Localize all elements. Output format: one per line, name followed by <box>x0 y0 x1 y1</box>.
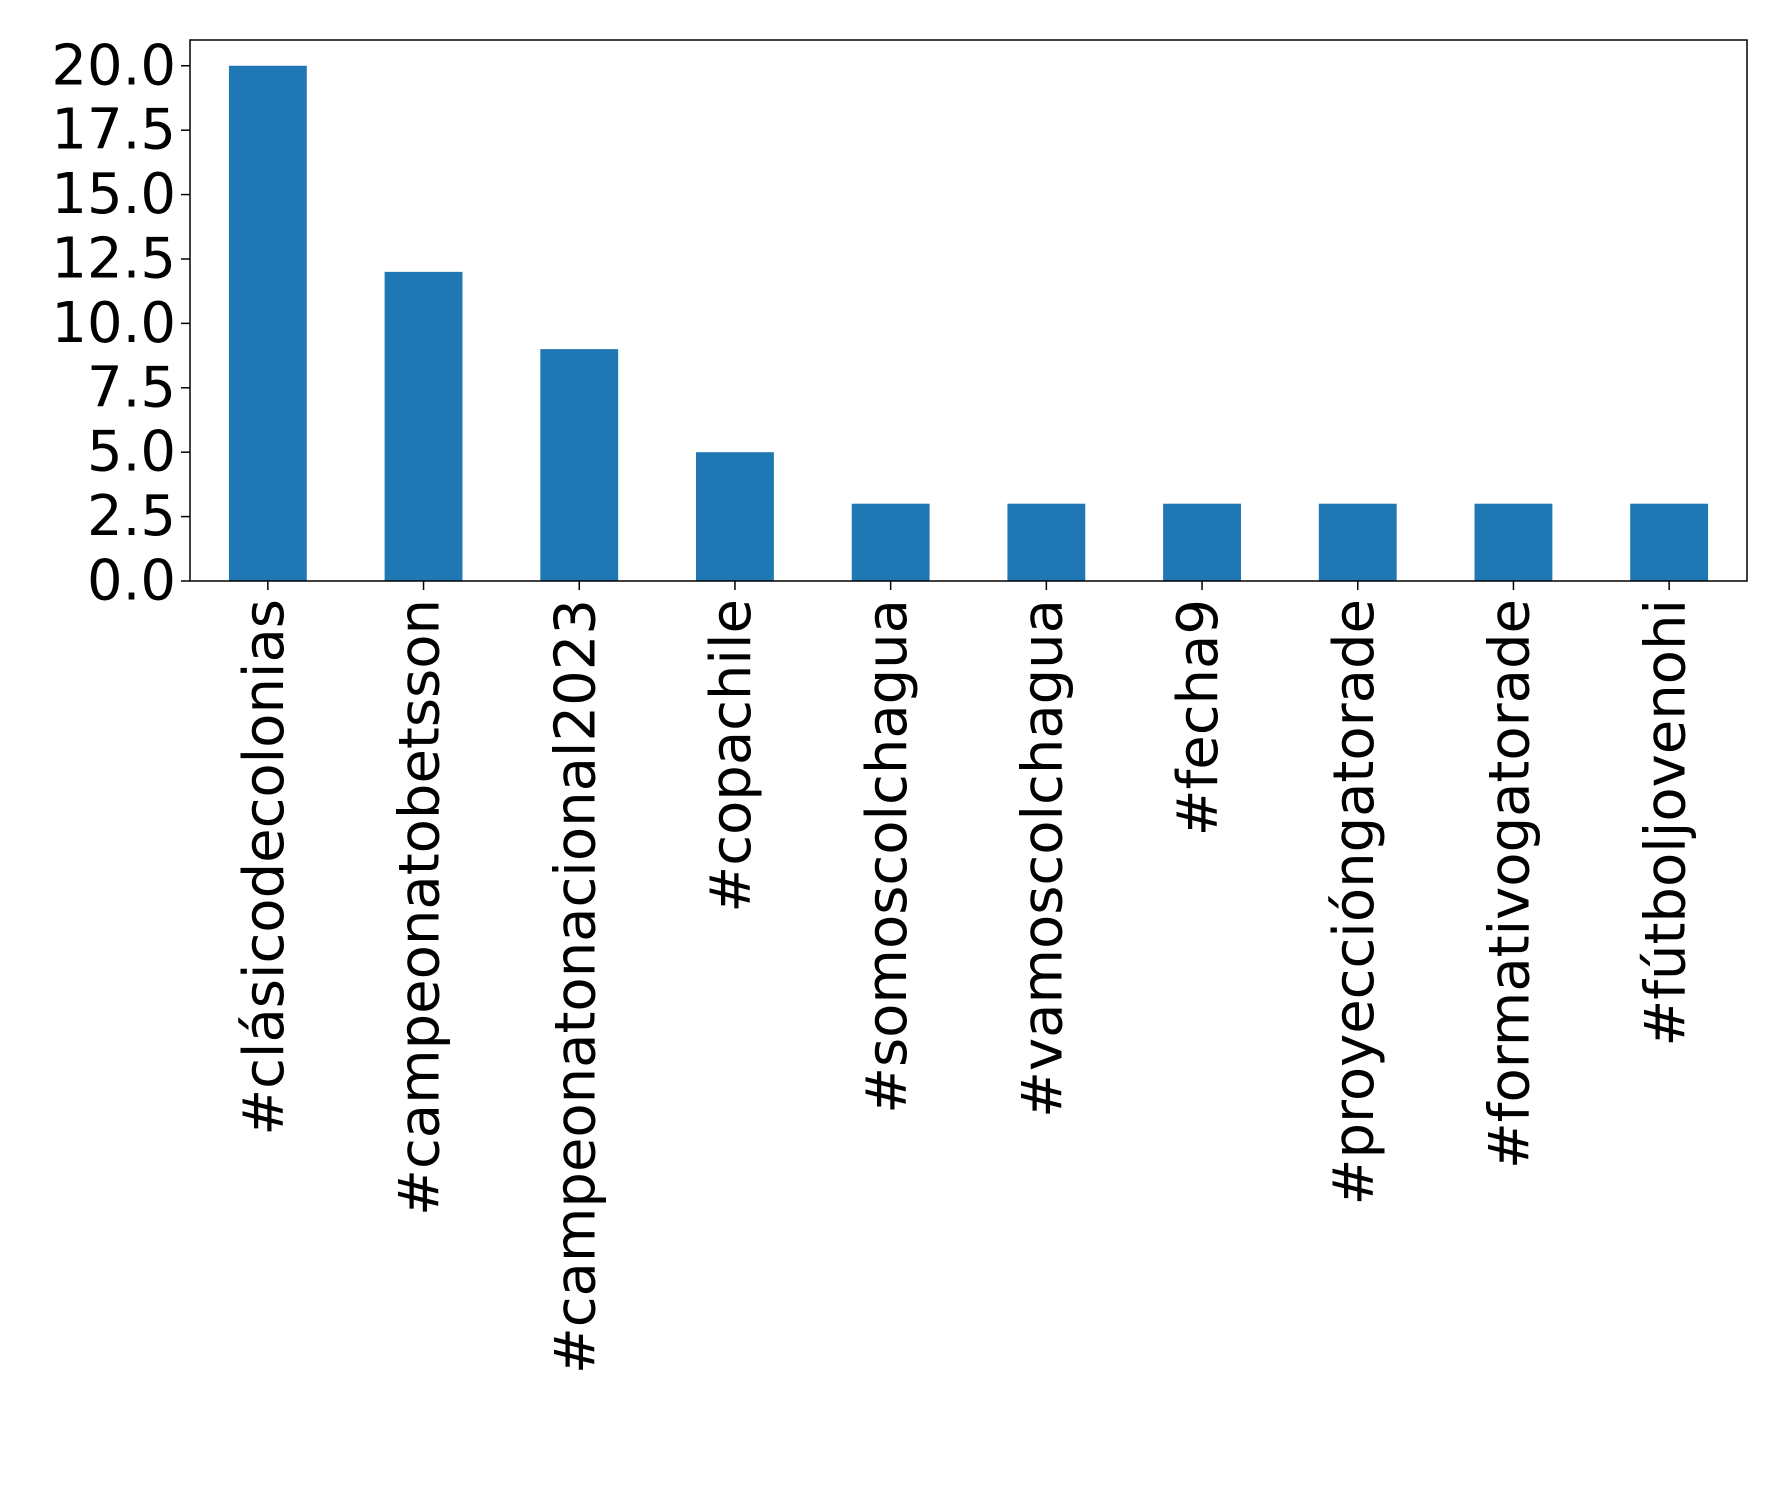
x-tick-label: #formativogatorade <box>1478 599 1543 1169</box>
bar <box>1163 503 1241 581</box>
x-tick-label: #fútboljovenohi <box>1633 599 1698 1047</box>
x-tick-label: #fecha9 <box>1166 599 1231 836</box>
y-tick-label: 20.0 <box>51 33 176 98</box>
x-tick-label: #proyeccióngatorade <box>1322 599 1387 1205</box>
y-tick-label: 12.5 <box>51 226 176 291</box>
y-tick-label: 15.0 <box>51 162 176 227</box>
x-tick-label: #clásicodecolonias <box>232 599 297 1136</box>
x-tick-label: #somoscolchagua <box>855 599 920 1114</box>
y-tick-label: 17.5 <box>51 98 176 163</box>
bar <box>851 503 930 581</box>
bar <box>1474 503 1553 581</box>
x-tick-label: #copachile <box>699 599 764 913</box>
y-tick-label: 0.0 <box>87 549 176 614</box>
x-tick-label: #vamoscolchagua <box>1010 599 1075 1118</box>
bar <box>384 271 463 581</box>
bar <box>1007 503 1086 581</box>
x-tick-labels-group: #clásicodecolonias #campeonatobetsson #cam… <box>232 599 1698 1374</box>
tick-marks-group <box>181 65 1670 590</box>
x-tick-label: #campeonatobetsson <box>388 599 453 1216</box>
x-tick-label: #campeonatonacional2023 <box>543 599 608 1374</box>
bar <box>1318 503 1397 581</box>
bars-group <box>228 65 1709 581</box>
plot-frame <box>189 39 1748 582</box>
y-tick-labels-group: 0.02.55.07.510.012.515.017.520.0 <box>51 33 176 613</box>
y-tick-label: 5.0 <box>87 420 176 485</box>
bar <box>696 452 774 581</box>
bar <box>1630 503 1709 581</box>
bar <box>228 65 307 581</box>
y-tick-label: 10.0 <box>51 291 176 356</box>
bar <box>540 349 619 581</box>
y-tick-label: 2.5 <box>87 484 176 549</box>
y-tick-label: 7.5 <box>87 355 176 420</box>
